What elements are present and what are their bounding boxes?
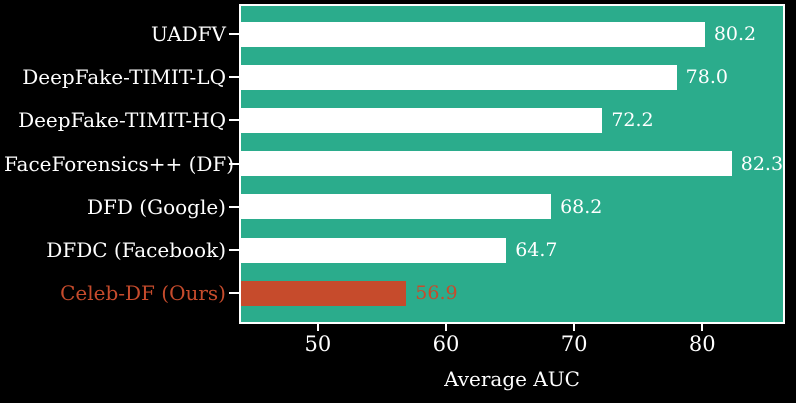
bar — [241, 237, 507, 263]
category-label: UADFV — [150, 22, 226, 46]
bar — [241, 194, 552, 220]
category-tick — [229, 292, 239, 295]
bar — [241, 280, 407, 306]
value-label: 56.9 — [415, 282, 458, 305]
category-tick — [229, 76, 239, 79]
category-label: DeepFake-TIMIT-HQ — [18, 108, 226, 133]
x-tick-label: 70 — [560, 332, 588, 356]
x-tick-label: 60 — [432, 332, 460, 356]
value-label: 64.7 — [515, 239, 558, 261]
x-tick-label: 80 — [688, 332, 716, 356]
category-tick — [229, 162, 239, 165]
value-label: 78.0 — [685, 66, 728, 89]
category-label: DFDC (Facebook) — [46, 238, 226, 262]
plot-area: 80.2 78.0 72.2 82.3 68.2 64.7 56.9 — [239, 4, 785, 324]
category-tick — [229, 205, 239, 208]
category-label: Celeb-DF (Ours) — [60, 281, 226, 306]
category-tick — [229, 33, 239, 35]
x-axis-title: Average AUC — [444, 367, 580, 391]
bar — [241, 21, 705, 47]
bar — [241, 151, 732, 177]
category-label: DFD (Google) — [86, 194, 226, 219]
x-tick-label: 50 — [304, 332, 332, 356]
bar — [241, 64, 677, 90]
value-label: 80.2 — [713, 23, 757, 45]
bar — [241, 107, 603, 133]
category-tick — [229, 119, 239, 122]
category-label: DeepFake-TIMIT-LQ — [22, 65, 226, 90]
value-label: 68.2 — [560, 195, 603, 218]
value-label: 72.2 — [611, 109, 654, 132]
category-tick — [229, 249, 239, 251]
value-label: 82.3 — [740, 152, 784, 175]
category-label: FaceForensics++ (DF) — [4, 151, 235, 176]
